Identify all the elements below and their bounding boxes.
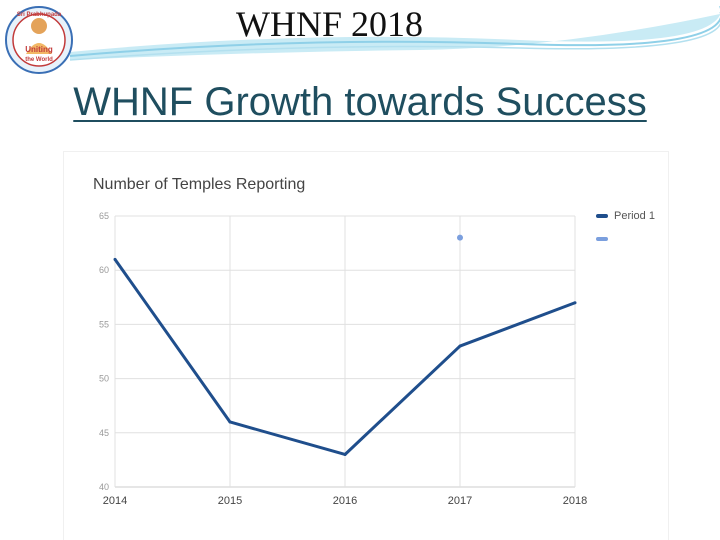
x-tick-label: 2014: [103, 495, 127, 507]
x-axis-tick-labels: 2014 2015 2016 2017 2018: [103, 495, 587, 507]
legend: [596, 214, 608, 241]
data-point-series-1: [228, 420, 232, 424]
x-tick-label: 2015: [218, 495, 242, 507]
x-tick-label: 2016: [333, 495, 357, 507]
series-layer: [113, 234, 577, 456]
data-point-series-1: [458, 344, 462, 348]
data-point-series-1: [573, 301, 577, 305]
chart-title: Number of Temples Reporting: [93, 176, 306, 193]
organization-logo: Sri Prabhupada Uniting the World: [5, 6, 73, 74]
y-tick-label: 60: [99, 265, 109, 275]
slide-title: WHNF Growth towards Success: [0, 80, 720, 124]
grid-lines: [114, 215, 576, 488]
y-axis-tick-labels: 40 45 50 55 60 65: [99, 211, 109, 492]
legend-swatch-series-2: [596, 237, 608, 241]
logo-text-bottom: the World: [25, 57, 53, 63]
legend-swatch-series-1: [596, 214, 608, 218]
logo-text-middle: Uniting: [25, 45, 53, 54]
y-tick-label: 55: [99, 319, 109, 329]
y-tick-label: 65: [99, 211, 109, 221]
legend-label-series-1: Period 1: [614, 210, 655, 222]
data-point-series-1: [113, 257, 117, 261]
chart-panel: [64, 152, 668, 540]
x-tick-label: 2017: [448, 495, 472, 507]
header-wave-decoration: [69, 0, 720, 61]
data-point-series-1: [343, 452, 347, 456]
header-title: WHNF 2018: [236, 4, 423, 44]
y-tick-label: 50: [99, 374, 109, 384]
logo-text-top: Sri Prabhupada: [17, 12, 62, 18]
y-tick-label: 45: [99, 428, 109, 438]
y-tick-label: 40: [99, 482, 109, 492]
slide-title-text: WHNF Growth towards Success: [73, 80, 647, 124]
x-tick-label: 2018: [563, 495, 587, 507]
data-point-series-2: [457, 234, 463, 241]
